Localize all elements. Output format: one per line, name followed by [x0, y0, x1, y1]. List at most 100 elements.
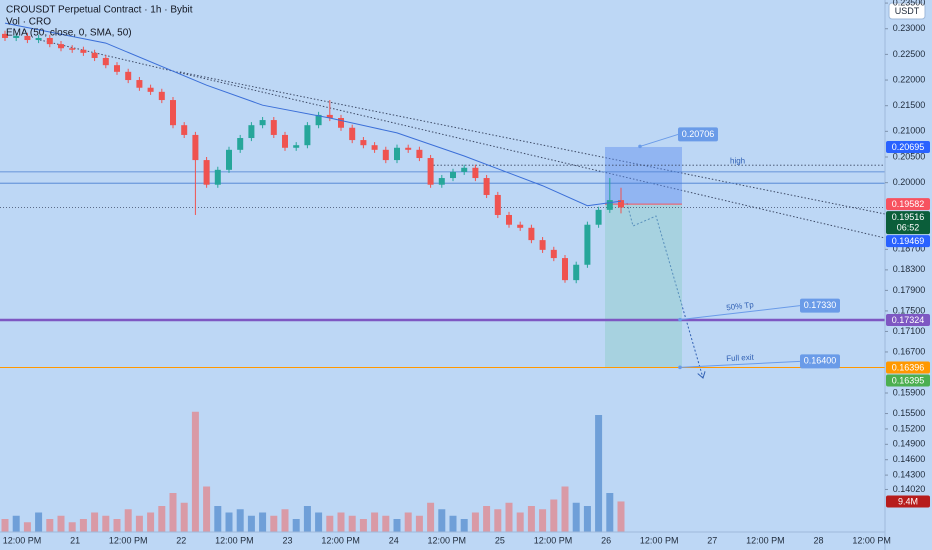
- volume-bar: [505, 502, 513, 532]
- price-badge-label: 0.19469: [892, 236, 925, 246]
- candle-body: [595, 209, 602, 225]
- y-tick-label: 0.15900: [893, 387, 926, 397]
- candle-body: [584, 224, 591, 265]
- y-tick-label: 0.20000: [893, 177, 926, 187]
- candle-body: [338, 118, 344, 128]
- y-tick-label: 0.22500: [893, 49, 926, 59]
- callout-anchor: [678, 365, 682, 370]
- price-badge-label: 0.16395: [892, 375, 925, 385]
- volume-bar: [427, 502, 435, 532]
- volume-bar: [259, 512, 267, 532]
- volume-bar: [57, 515, 65, 532]
- x-tick-label: 21: [70, 535, 80, 545]
- candle-body: [80, 49, 87, 53]
- x-tick-label: 12:00 PM: [534, 535, 573, 545]
- x-tick-label: 22: [176, 535, 186, 545]
- candle-body: [293, 145, 300, 148]
- candle-body: [360, 140, 367, 146]
- candle-body: [304, 125, 311, 146]
- callout-leader: [679, 360, 801, 368]
- reward-zone: [605, 204, 682, 368]
- volume-bar: [550, 499, 558, 532]
- volume-bar: [359, 519, 367, 532]
- candle-body: [494, 194, 501, 215]
- countdown-label: 06:52: [897, 222, 920, 232]
- volume-bar: [191, 411, 199, 532]
- candle-body: [349, 127, 356, 141]
- candle-body: [405, 147, 412, 150]
- x-tick-label: 12:00 PM: [3, 535, 42, 545]
- candle-body: [371, 145, 378, 150]
- volume-bar: [371, 512, 379, 532]
- candle-body: [550, 249, 557, 259]
- candle-body: [282, 134, 288, 148]
- volume-bar: [180, 502, 188, 532]
- currency-label[interactable]: USDT: [895, 6, 920, 16]
- volume-bar: [483, 506, 491, 532]
- candle-body: [427, 158, 434, 185]
- callout-note: Full exit: [726, 353, 755, 363]
- high-label: high: [730, 156, 745, 165]
- callout-value: 0.16400: [804, 356, 837, 366]
- volume-bar: [337, 512, 345, 532]
- volume-bar: [292, 519, 300, 532]
- candle-body: [136, 80, 143, 88]
- price-badge-label: 0.19516: [892, 212, 925, 222]
- x-tick-label: 25: [495, 535, 505, 545]
- volume-bar: [270, 515, 278, 532]
- volume-legend: Vol · CRO: [6, 17, 51, 28]
- x-tick-label: 12:00 PM: [428, 535, 467, 545]
- candle-body: [226, 149, 232, 170]
- candle-body: [517, 224, 524, 228]
- y-tick-label: 0.17500: [893, 305, 926, 315]
- candle-body: [192, 134, 199, 161]
- callout-leader: [639, 133, 679, 147]
- volume-bar: [1, 519, 9, 532]
- price-badge: [886, 495, 930, 508]
- candle-body: [506, 214, 512, 225]
- y-tick-label: 0.23500: [893, 0, 926, 7]
- volume-bar: [46, 519, 54, 532]
- volume-bar: [79, 519, 87, 532]
- x-tick-label: 28: [813, 535, 823, 545]
- candle-body: [13, 35, 20, 38]
- risk-zone: [605, 146, 682, 205]
- y-tick-label: 0.22000: [893, 74, 926, 84]
- y-tick-label: 0.21000: [893, 126, 926, 136]
- candle-body: [2, 33, 8, 38]
- volume-bar: [471, 512, 479, 532]
- callout-anchor: [678, 317, 682, 322]
- plot-area: [0, 22, 885, 532]
- price-badge: [886, 211, 930, 235]
- projection-arrow: [626, 202, 703, 378]
- currency-box[interactable]: [888, 2, 926, 20]
- x-tick-label: 12:00 PM: [852, 535, 891, 545]
- volume-bar: [203, 486, 211, 532]
- volume-bar: [169, 493, 177, 532]
- volume-bar: [236, 509, 244, 532]
- candle-body: [438, 178, 445, 185]
- price-badge: [886, 313, 930, 326]
- candle-body: [170, 100, 176, 126]
- callout-anchor: [638, 144, 642, 149]
- callout-box: [800, 354, 840, 369]
- volume-bar: [527, 506, 535, 532]
- y-tick-label: 0.14900: [893, 439, 926, 449]
- candle-body: [382, 149, 389, 161]
- y-tick-label: 0.18700: [893, 244, 926, 254]
- candle-body: [203, 160, 210, 185]
- y-tick-label: 0.20500: [893, 151, 926, 161]
- candle-body: [147, 87, 154, 92]
- y-tick-label: 0.21500: [893, 100, 926, 110]
- trend-line: [39, 39, 885, 239]
- price-badge-label: 0.19582: [892, 199, 925, 209]
- candle-body: [91, 52, 98, 58]
- callout-box: [678, 127, 718, 142]
- candle-body: [158, 91, 165, 101]
- volume-bar: [23, 522, 31, 532]
- ema-legend: EMA (50, close, 0, SMA, 50): [6, 28, 132, 39]
- volume-bar: [382, 515, 390, 532]
- x-tick-label: 23: [282, 535, 292, 545]
- price-badge-label: 9.4M: [898, 496, 918, 506]
